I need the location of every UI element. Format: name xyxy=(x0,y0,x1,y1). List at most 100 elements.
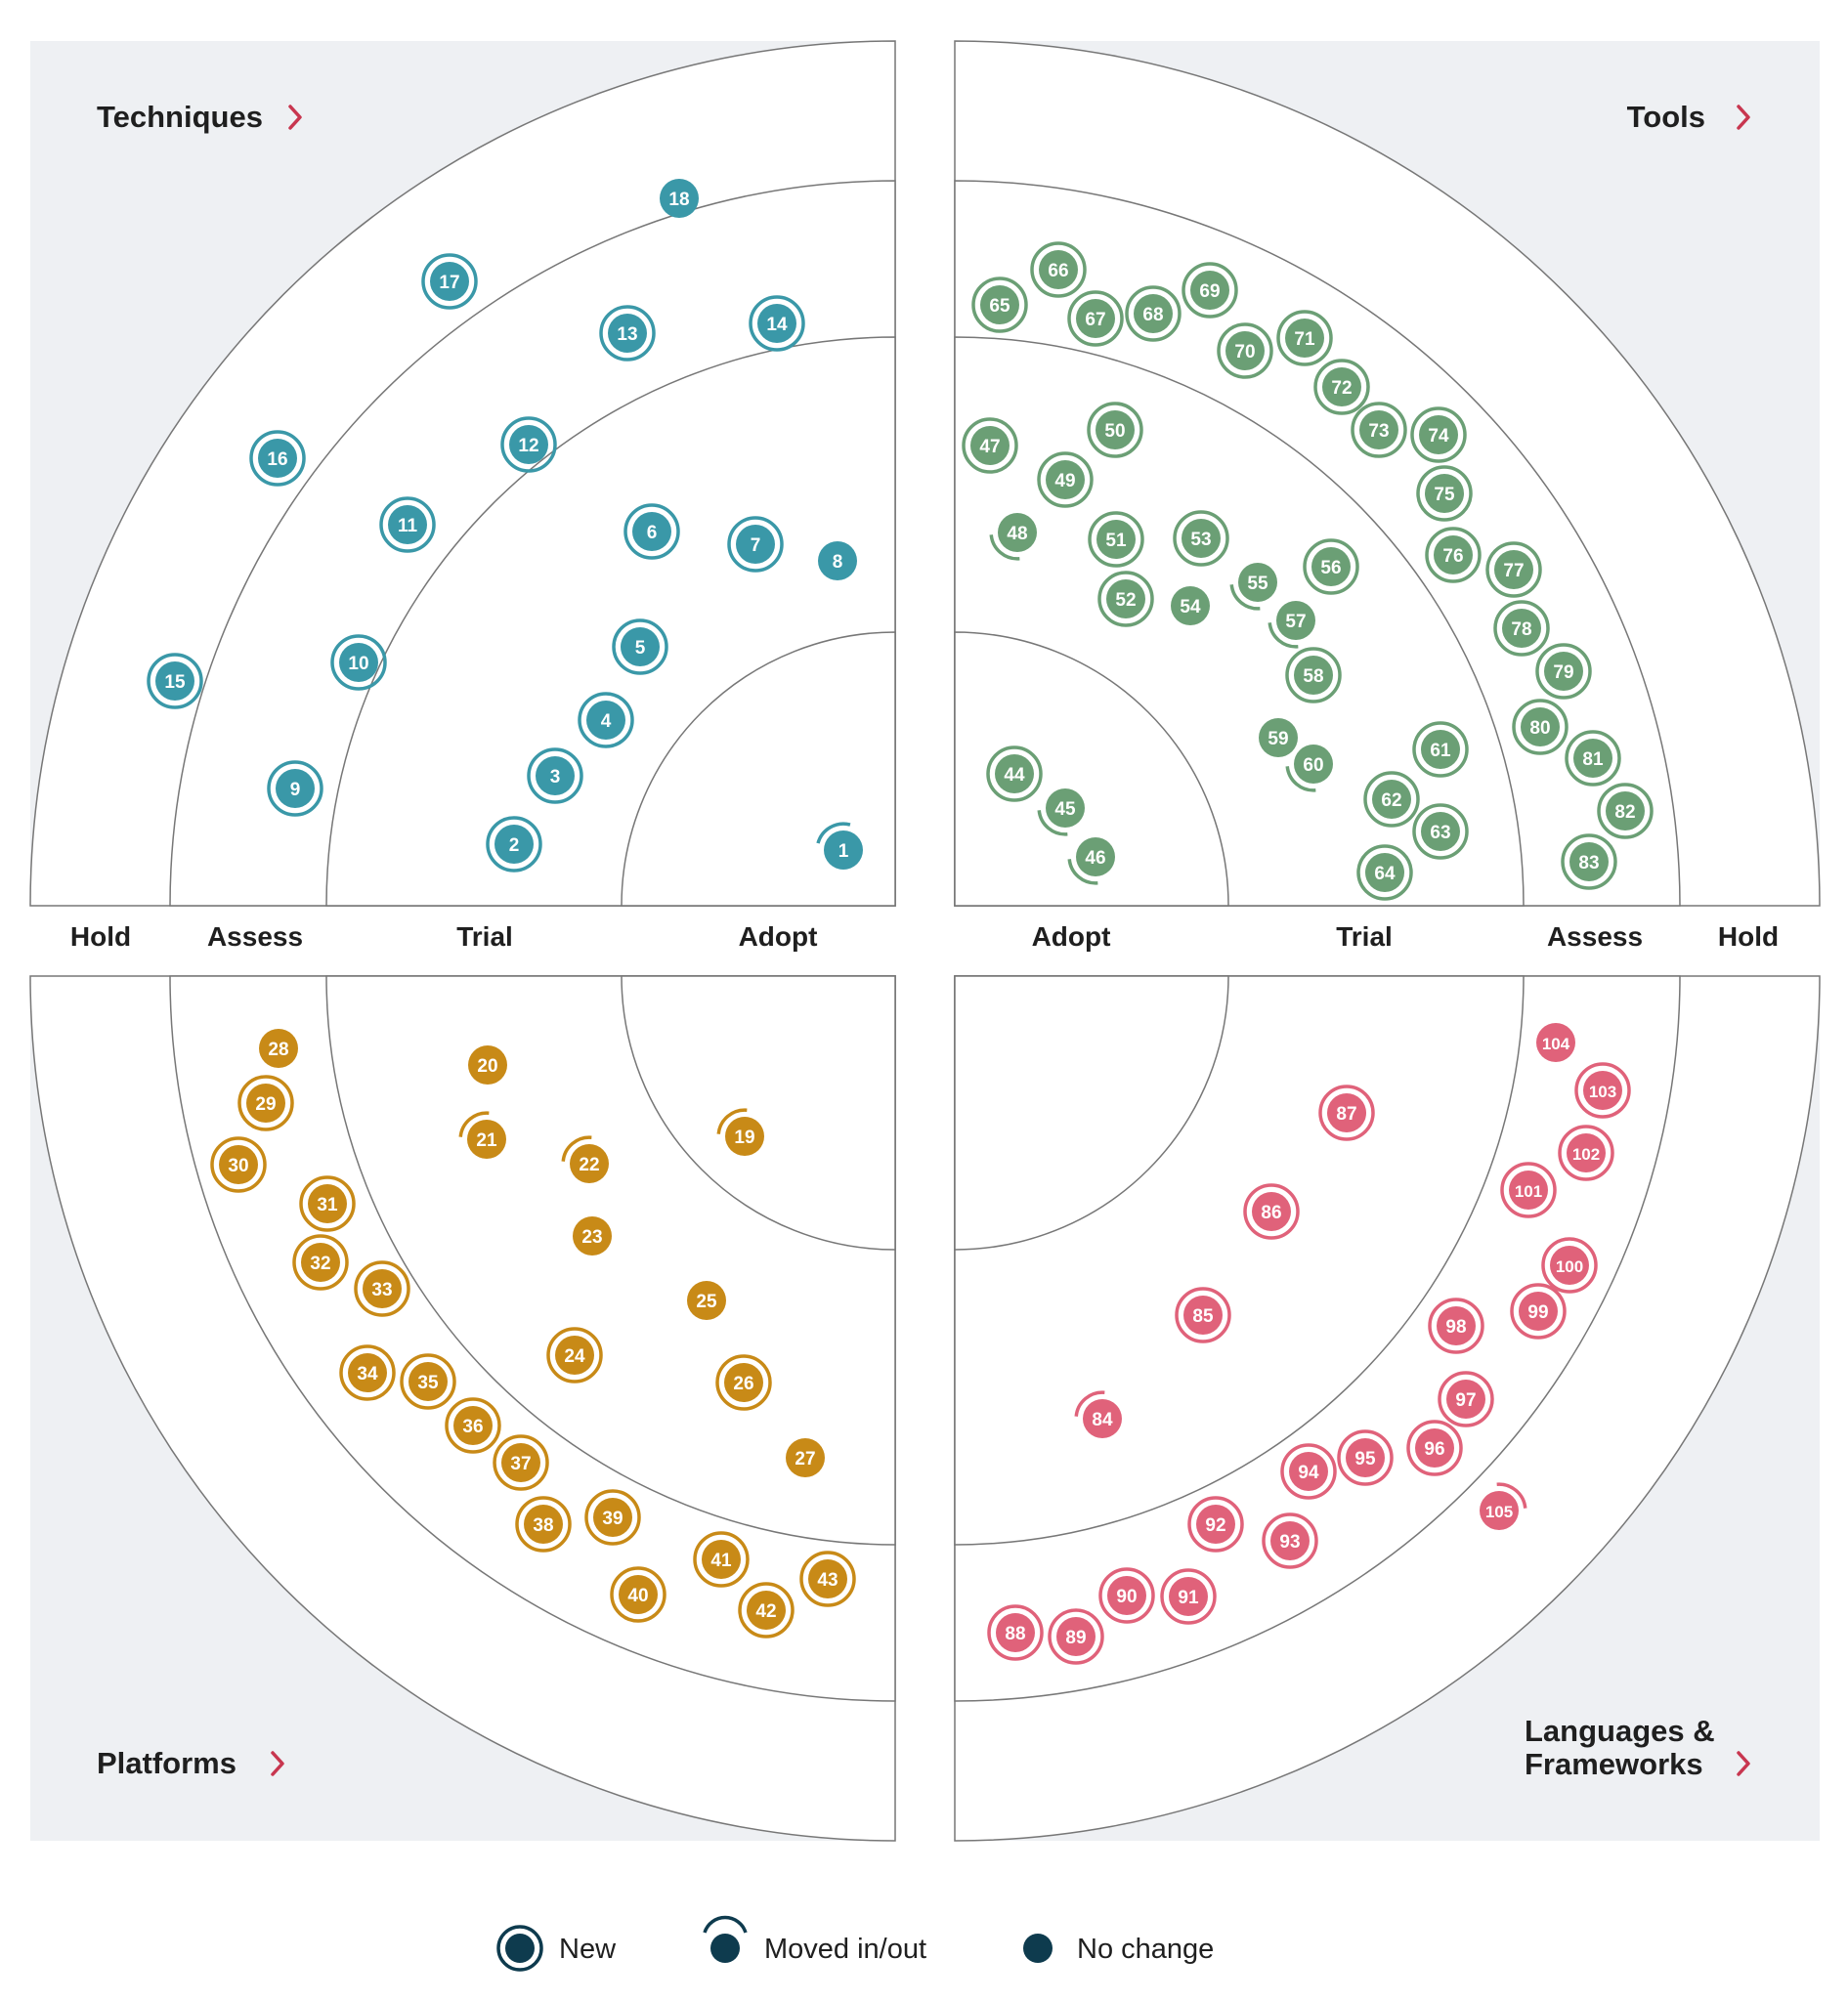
blip-40[interactable]: 40 xyxy=(610,1566,666,1623)
blip-57[interactable]: 57 xyxy=(1265,601,1315,653)
blip-33[interactable]: 33 xyxy=(354,1260,410,1317)
blip-93[interactable]: 93 xyxy=(1262,1512,1318,1569)
blip-74[interactable]: 74 xyxy=(1410,406,1467,463)
blip-78[interactable]: 78 xyxy=(1493,600,1550,657)
blip-45[interactable]: 45 xyxy=(1034,788,1085,840)
blip-82[interactable]: 82 xyxy=(1597,783,1654,839)
blip-77[interactable]: 77 xyxy=(1485,541,1542,598)
blip-34[interactable]: 34 xyxy=(339,1344,396,1401)
blip-39[interactable]: 39 xyxy=(584,1489,641,1546)
blip-42[interactable]: 42 xyxy=(738,1582,795,1639)
blip-18[interactable]: 18 xyxy=(660,179,699,218)
blip-17[interactable]: 17 xyxy=(421,253,478,310)
blip-36[interactable]: 36 xyxy=(445,1397,501,1454)
blip-71[interactable]: 71 xyxy=(1276,310,1333,366)
blip-67[interactable]: 67 xyxy=(1067,290,1124,347)
blip-26[interactable]: 26 xyxy=(715,1354,772,1411)
blip-79[interactable]: 79 xyxy=(1535,643,1592,700)
blip-13[interactable]: 13 xyxy=(599,305,656,362)
quadrant-title-platforms[interactable]: Platforms xyxy=(97,1746,236,1780)
blip-43[interactable]: 43 xyxy=(799,1551,856,1607)
blip-63[interactable]: 63 xyxy=(1412,803,1469,860)
blip-81[interactable]: 81 xyxy=(1565,730,1621,787)
blip-68[interactable]: 68 xyxy=(1125,285,1182,342)
blip-47[interactable]: 47 xyxy=(962,417,1018,474)
blip-66[interactable]: 66 xyxy=(1030,241,1087,298)
blip-80[interactable]: 80 xyxy=(1512,699,1569,755)
blip-55[interactable]: 55 xyxy=(1226,563,1277,615)
blip-49[interactable]: 49 xyxy=(1037,451,1094,508)
blip-44[interactable]: 44 xyxy=(986,745,1043,802)
blip-98[interactable]: 98 xyxy=(1428,1298,1484,1354)
blip-52[interactable]: 52 xyxy=(1097,571,1154,627)
blip-86[interactable]: 86 xyxy=(1243,1183,1300,1240)
blip-56[interactable]: 56 xyxy=(1303,538,1359,595)
chevron-right-icon[interactable] xyxy=(1737,1751,1750,1776)
blip-25[interactable]: 25 xyxy=(687,1281,726,1320)
blip-27[interactable]: 27 xyxy=(786,1438,825,1477)
blip-16[interactable]: 16 xyxy=(249,430,306,487)
blip-60[interactable]: 60 xyxy=(1282,745,1333,796)
quadrant-title-tools[interactable]: Tools xyxy=(1627,100,1705,134)
blip-58[interactable]: 58 xyxy=(1285,647,1342,703)
blip-102[interactable]: 102 xyxy=(1558,1125,1614,1181)
quadrant-link-techniques[interactable]: Techniques xyxy=(97,100,302,134)
blip-14[interactable]: 14 xyxy=(749,295,805,352)
blip-19[interactable]: 19 xyxy=(713,1104,764,1156)
blip-8[interactable]: 8 xyxy=(818,541,857,580)
blip-48[interactable]: 48 xyxy=(986,513,1037,565)
quadrant-link-languages[interactable]: Languages & Frameworks xyxy=(1525,1714,1750,1781)
blip-31[interactable]: 31 xyxy=(299,1175,356,1232)
blip-9[interactable]: 9 xyxy=(267,760,323,817)
blip-85[interactable]: 85 xyxy=(1175,1287,1231,1343)
blip-11[interactable]: 11 xyxy=(379,496,436,553)
blip-30[interactable]: 30 xyxy=(210,1136,267,1193)
blip-99[interactable]: 99 xyxy=(1510,1283,1567,1340)
blip-46[interactable]: 46 xyxy=(1064,837,1115,889)
blip-22[interactable]: 22 xyxy=(558,1131,609,1183)
blip-103[interactable]: 103 xyxy=(1574,1062,1631,1119)
blip-72[interactable]: 72 xyxy=(1313,359,1370,415)
blip-35[interactable]: 35 xyxy=(400,1353,456,1410)
quadrant-title-languages[interactable]: Languages & Frameworks xyxy=(1525,1714,1723,1781)
blip-83[interactable]: 83 xyxy=(1561,833,1617,890)
quadrant-link-tools[interactable]: Tools xyxy=(1627,100,1750,134)
blip-38[interactable]: 38 xyxy=(515,1496,572,1553)
blip-2[interactable]: 2 xyxy=(486,816,542,873)
blip-53[interactable]: 53 xyxy=(1173,510,1229,567)
blip-24[interactable]: 24 xyxy=(546,1327,603,1384)
blip-90[interactable]: 90 xyxy=(1098,1567,1155,1624)
blip-32[interactable]: 32 xyxy=(292,1234,349,1291)
chevron-right-icon[interactable] xyxy=(1737,105,1750,130)
blip-62[interactable]: 62 xyxy=(1363,771,1420,828)
blip-20[interactable]: 20 xyxy=(468,1045,507,1085)
blip-7[interactable]: 7 xyxy=(727,516,784,573)
blip-95[interactable]: 95 xyxy=(1337,1429,1394,1486)
blip-21[interactable]: 21 xyxy=(455,1107,506,1159)
blip-92[interactable]: 92 xyxy=(1187,1496,1244,1553)
blip-6[interactable]: 6 xyxy=(623,503,680,560)
quadrant-title-techniques[interactable]: Techniques xyxy=(97,100,263,134)
blip-70[interactable]: 70 xyxy=(1217,322,1273,379)
chevron-right-icon[interactable] xyxy=(288,105,302,130)
blip-64[interactable]: 64 xyxy=(1356,844,1413,901)
blip-50[interactable]: 50 xyxy=(1087,402,1143,458)
blip-12[interactable]: 12 xyxy=(500,416,557,473)
blip-75[interactable]: 75 xyxy=(1416,465,1473,522)
blip-101[interactable]: 101 xyxy=(1500,1162,1557,1218)
blip-91[interactable]: 91 xyxy=(1160,1568,1217,1625)
quadrant-link-platforms[interactable]: Platforms xyxy=(97,1746,284,1780)
blip-84[interactable]: 84 xyxy=(1071,1386,1122,1438)
blip-4[interactable]: 4 xyxy=(578,692,634,748)
blip-41[interactable]: 41 xyxy=(693,1531,750,1588)
quadrant-title-languages-line1[interactable]: Languages & xyxy=(1525,1714,1715,1748)
blip-61[interactable]: 61 xyxy=(1412,721,1469,778)
blip-65[interactable]: 65 xyxy=(971,277,1028,333)
blip-37[interactable]: 37 xyxy=(493,1434,549,1491)
blip-94[interactable]: 94 xyxy=(1280,1443,1337,1500)
blip-1[interactable]: 1 xyxy=(814,818,863,870)
blip-96[interactable]: 96 xyxy=(1406,1420,1463,1476)
blip-51[interactable]: 51 xyxy=(1088,511,1144,568)
blip-28[interactable]: 28 xyxy=(259,1029,298,1068)
blip-73[interactable]: 73 xyxy=(1351,402,1407,458)
